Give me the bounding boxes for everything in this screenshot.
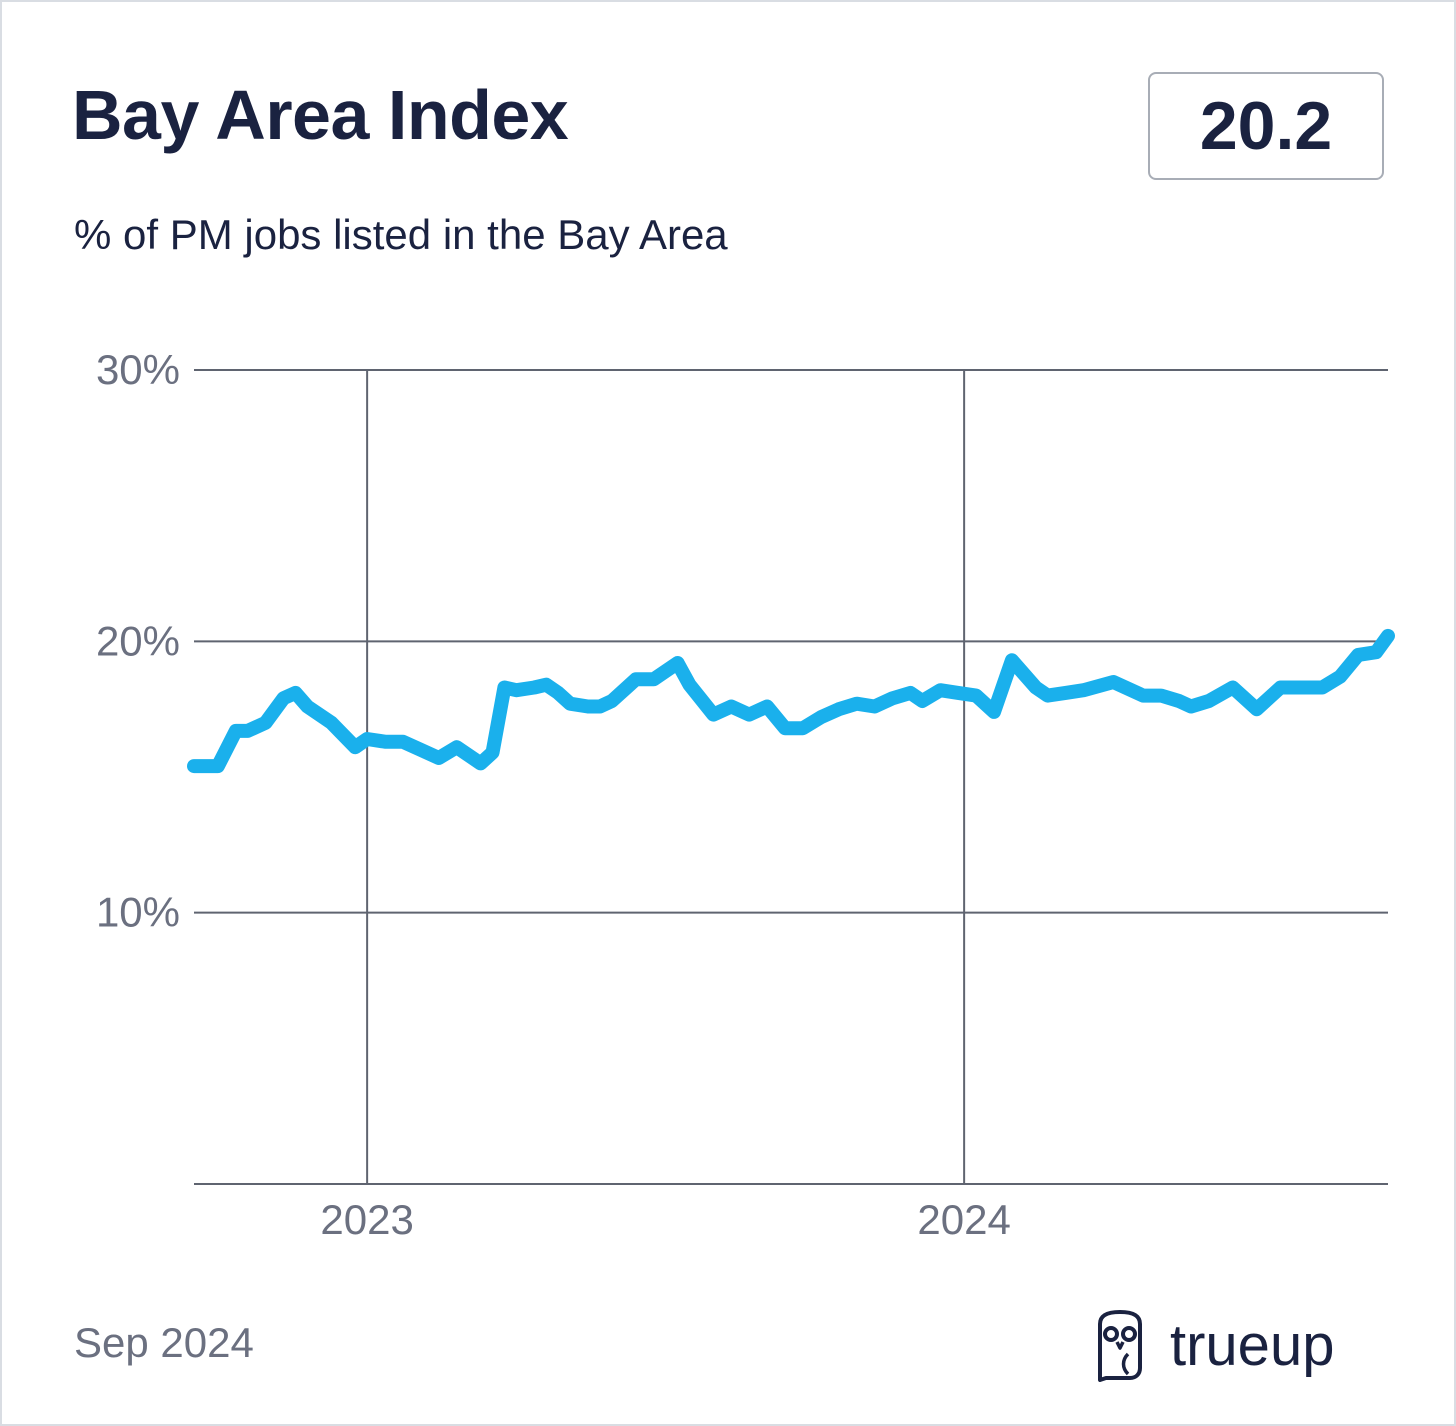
x-tick-label: 2024 xyxy=(917,1196,1010,1243)
owl-icon xyxy=(1098,1310,1142,1382)
series-line xyxy=(187,628,1395,774)
y-tick-label: 10% xyxy=(96,889,180,936)
chart-title: Bay Area Index xyxy=(72,76,569,154)
date-label: Sep 2024 xyxy=(74,1319,254,1366)
chart-subtitle: % of PM jobs listed in the Bay Area xyxy=(74,211,728,258)
y-tick-label: 30% xyxy=(96,346,180,393)
current-value-badge: 20.2 xyxy=(1148,72,1384,180)
y-tick-label: 20% xyxy=(96,617,180,664)
x-tick-label: 2023 xyxy=(320,1196,413,1243)
brand-name: trueup xyxy=(1170,1313,1335,1378)
brand-logo: trueup xyxy=(1092,1310,1334,1382)
